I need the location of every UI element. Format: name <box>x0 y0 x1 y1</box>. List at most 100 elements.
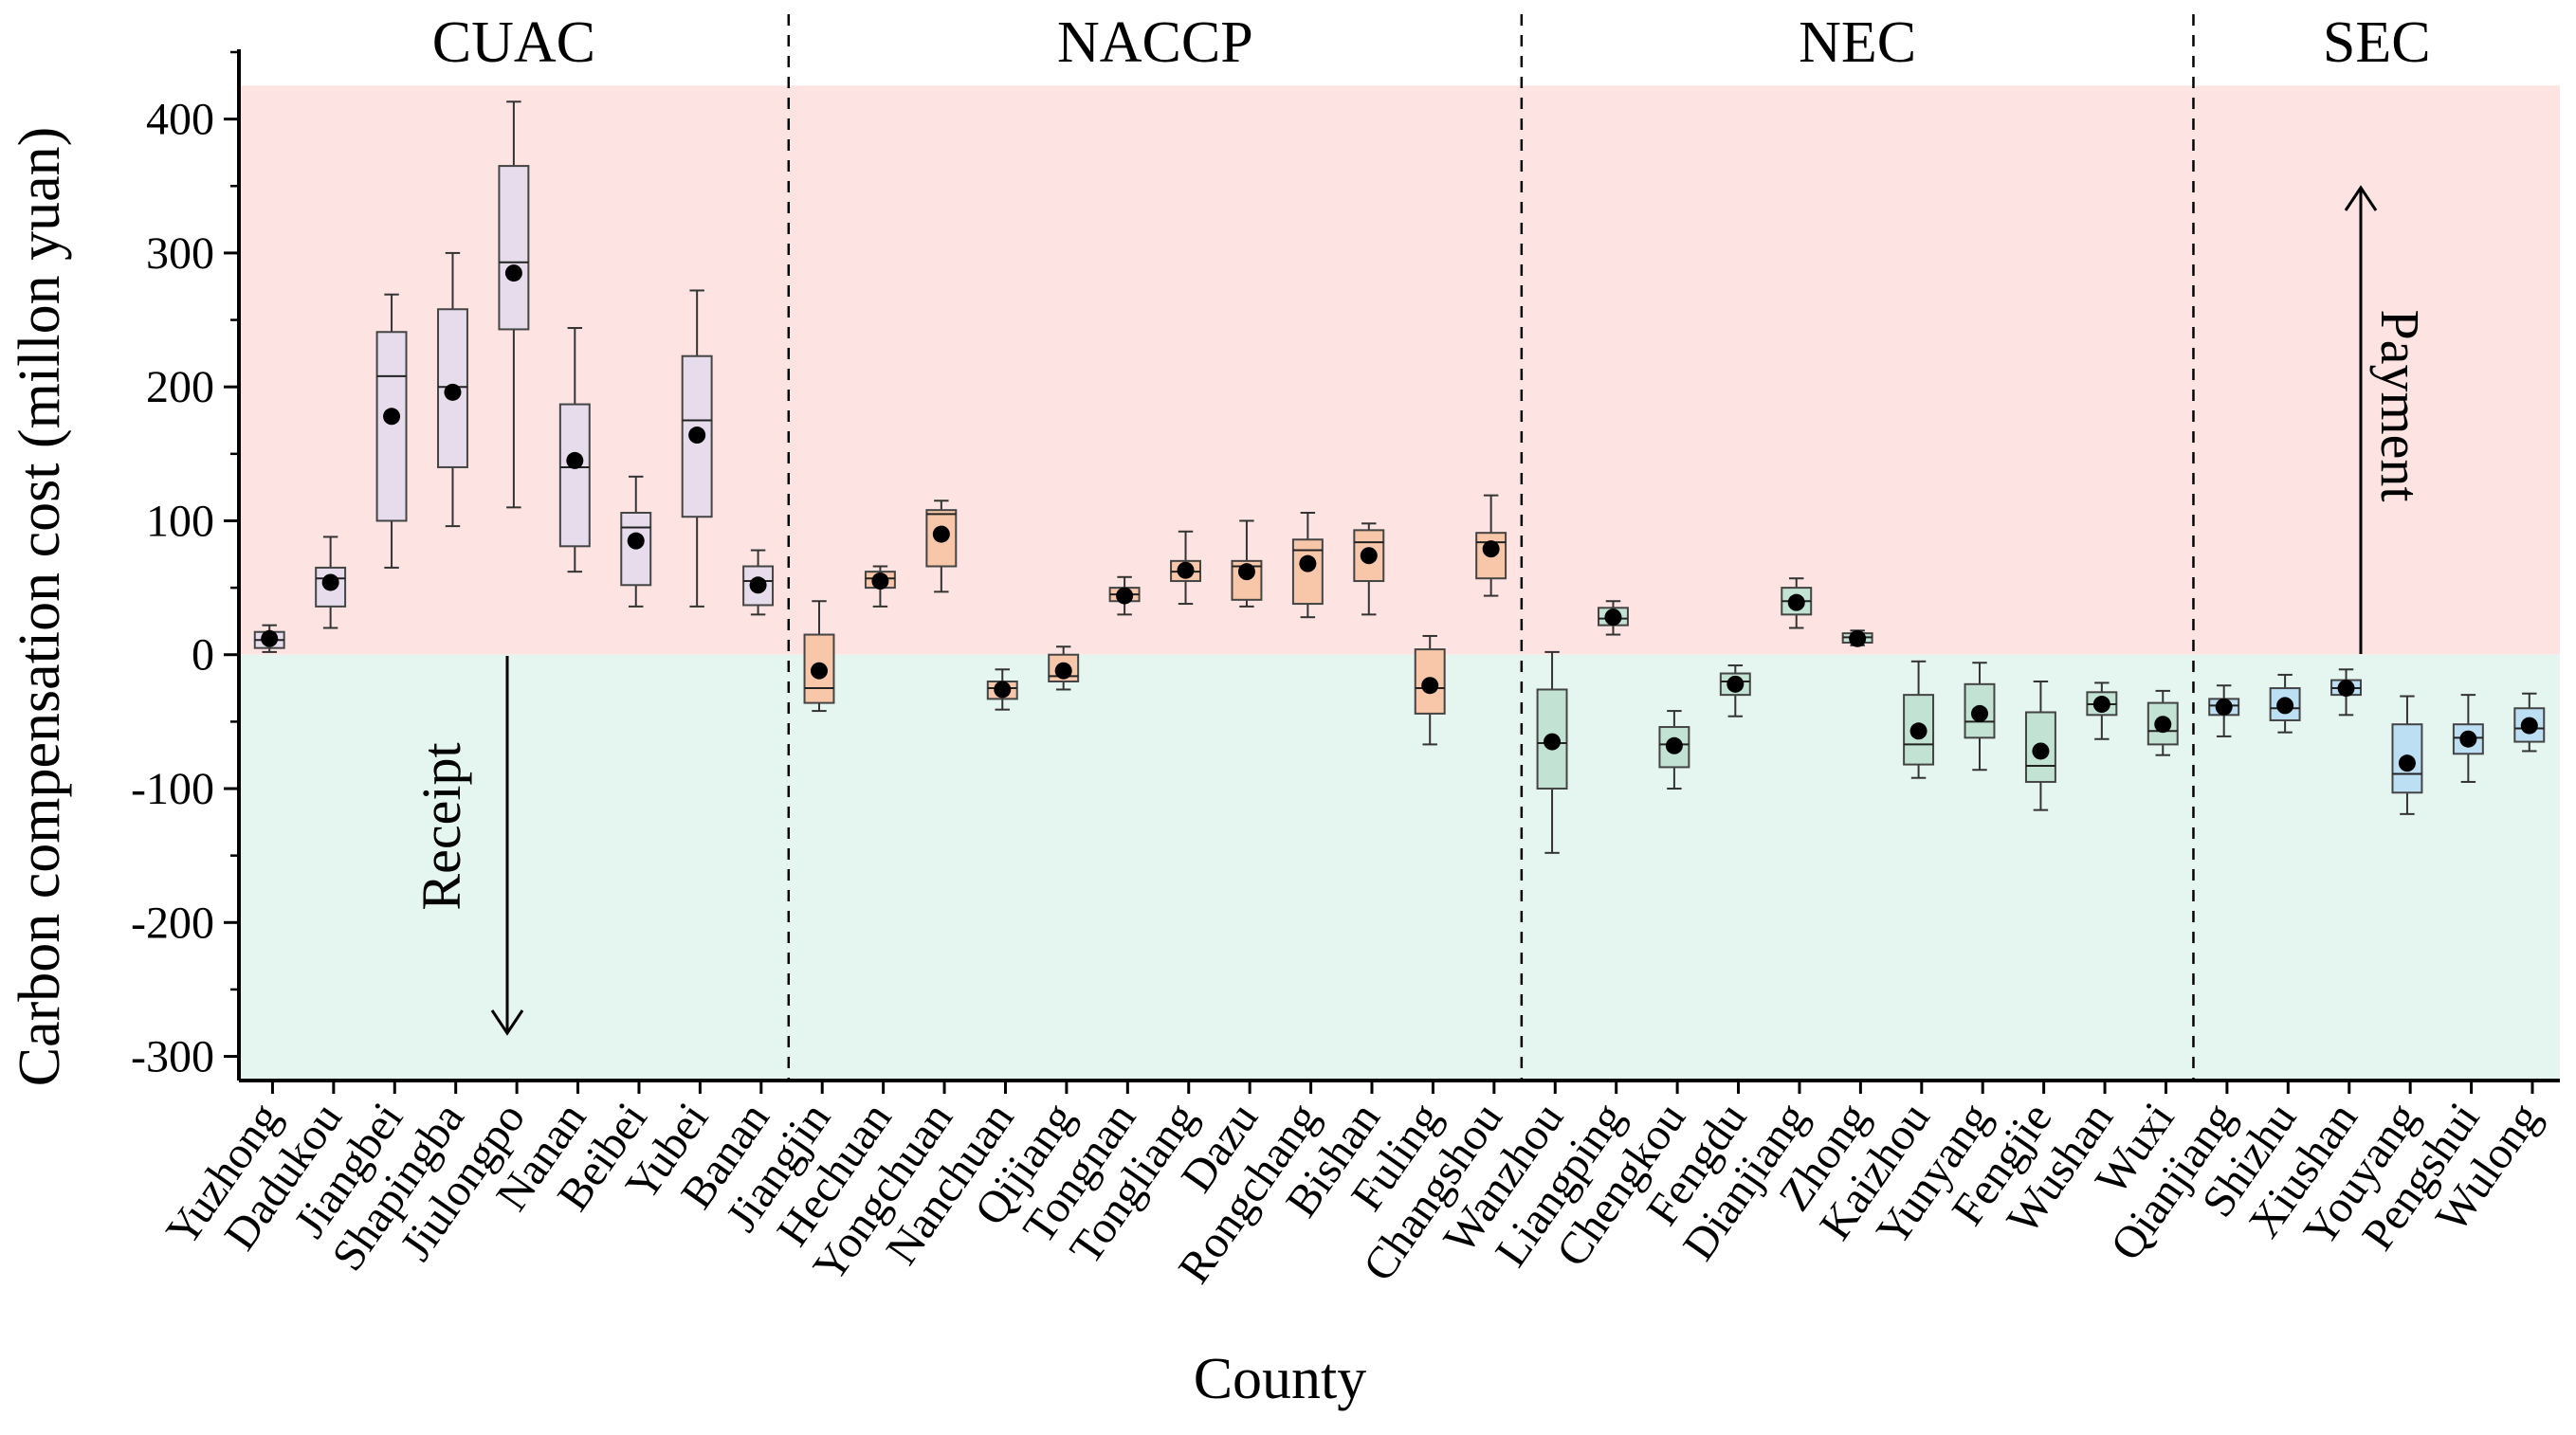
y-tick-label: -200 <box>131 898 214 948</box>
mean-dot <box>994 681 1012 699</box>
box-plot-item <box>1170 530 1201 606</box>
y-tick-label: 100 <box>146 496 214 546</box>
box-plot-item <box>498 100 530 509</box>
mean-dot <box>1054 662 1072 680</box>
box-plot-item <box>1964 662 1996 772</box>
box-plot-item <box>2269 673 2301 734</box>
y-tick-label: -100 <box>131 764 214 814</box>
box-plot-item <box>2330 668 2362 717</box>
mean-dot <box>1909 722 1927 740</box>
payment-arrowhead <box>2344 185 2378 211</box>
box-plot-item <box>1291 511 1324 619</box>
box-plot-item <box>2086 681 2118 740</box>
box-plot-item <box>253 624 285 653</box>
mean-dot <box>1604 609 1622 627</box>
iqr-box <box>498 165 530 331</box>
mean-dot <box>2215 698 2233 716</box>
box-plot-item <box>1598 600 1629 636</box>
box-plot-item <box>681 289 713 608</box>
mean-dot <box>871 572 889 590</box>
mean-dot <box>504 264 522 282</box>
positive-region <box>239 85 2560 655</box>
iqr-box <box>1658 726 1690 769</box>
mean-dot <box>811 662 828 680</box>
payment-label: Payment <box>2369 310 2431 502</box>
mean-dot <box>2154 716 2172 734</box>
mean-dot <box>2092 696 2110 714</box>
box-plot-item <box>1475 494 1507 597</box>
iqr-box <box>558 403 591 548</box>
box-plot-item <box>2147 689 2179 756</box>
box-plot-item <box>2208 684 2240 737</box>
box-plot-item <box>1719 664 1751 718</box>
receipt-label: Receipt <box>411 742 472 910</box>
mean-dot <box>1237 563 1255 581</box>
x-tick-labels: YuzhongDadukouJiangbeiShapingbaJiulongpo… <box>156 1094 2550 1292</box>
mean-dot <box>444 383 462 401</box>
group-labels: CUAC NACCP NEC SEC <box>432 10 2431 75</box>
y-tick-label: 0 <box>192 630 214 681</box>
box-plot-item <box>1414 634 1446 746</box>
mean-dot <box>566 451 584 469</box>
box-plot-item <box>2452 694 2484 783</box>
group-label: NACCP <box>1057 10 1253 75</box>
mean-dot <box>2032 742 2050 760</box>
mean-dot <box>1116 587 1134 605</box>
group-label: CUAC <box>432 10 595 75</box>
mean-dot <box>932 525 950 543</box>
mean-dot <box>688 427 706 445</box>
boxes <box>253 100 2546 854</box>
iqr-box <box>2391 723 2423 794</box>
mean-dot <box>2459 730 2477 748</box>
box-plot-item <box>558 327 591 573</box>
box-plot-item <box>437 251 468 528</box>
negative-region <box>239 654 2560 1081</box>
box-plot-item <box>1781 577 1813 629</box>
mean-dot <box>1544 733 1562 751</box>
box-plot-item <box>1048 645 1080 691</box>
box-plot-item <box>925 500 958 593</box>
box-plot-item <box>986 668 1018 711</box>
y-axis-title: Carbon compensation cost (millon yuan) <box>8 127 72 1086</box>
mean-dot <box>627 532 645 550</box>
box-plot-item <box>2024 680 2056 811</box>
y-tick-label: 300 <box>146 228 214 279</box>
y-tick-label: 400 <box>146 95 214 145</box>
box-plot-item <box>1903 660 1935 779</box>
box-plot-item <box>375 293 408 569</box>
mean-dot <box>1299 554 1317 572</box>
y-tick-label: -300 <box>131 1032 214 1082</box>
axes: -300 -200 -100 0 100 200 300 400 <box>131 49 2560 1094</box>
annotations: Payment Receipt <box>411 185 2431 1036</box>
mean-dot <box>1177 561 1195 579</box>
box-plot-item <box>1108 575 1141 616</box>
mean-dot <box>2520 717 2538 735</box>
box-plot-item <box>803 600 835 713</box>
box-plot-item <box>1353 522 1385 616</box>
x-axis-title: County <box>1194 1347 1367 1411</box>
box-plot-item <box>864 565 896 608</box>
mean-dot <box>1482 540 1500 558</box>
iqr-box <box>375 331 408 522</box>
box-plot-item <box>1658 710 1690 790</box>
mean-dot <box>2398 754 2416 772</box>
box-plot-item <box>2513 692 2546 753</box>
mean-dot <box>1665 736 1683 754</box>
box-plot-item <box>2391 695 2423 815</box>
group-separators <box>787 14 2195 1081</box>
box-plot-item <box>1536 650 1568 854</box>
receipt-arrowhead <box>490 1009 524 1036</box>
mean-dot <box>2276 697 2294 715</box>
mean-dot <box>1971 704 1988 722</box>
mean-dot <box>1849 629 1867 647</box>
group-label: SEC <box>2323 10 2431 75</box>
box-plot-item <box>742 549 775 616</box>
y-tick-label: 200 <box>146 362 214 412</box>
mean-dot <box>1726 675 1745 693</box>
box-plot-item <box>315 536 347 629</box>
mean-dot <box>1360 547 1378 565</box>
background-regions <box>239 85 2560 1081</box>
mean-dot <box>1787 593 1805 611</box>
mean-dot <box>261 629 279 647</box>
